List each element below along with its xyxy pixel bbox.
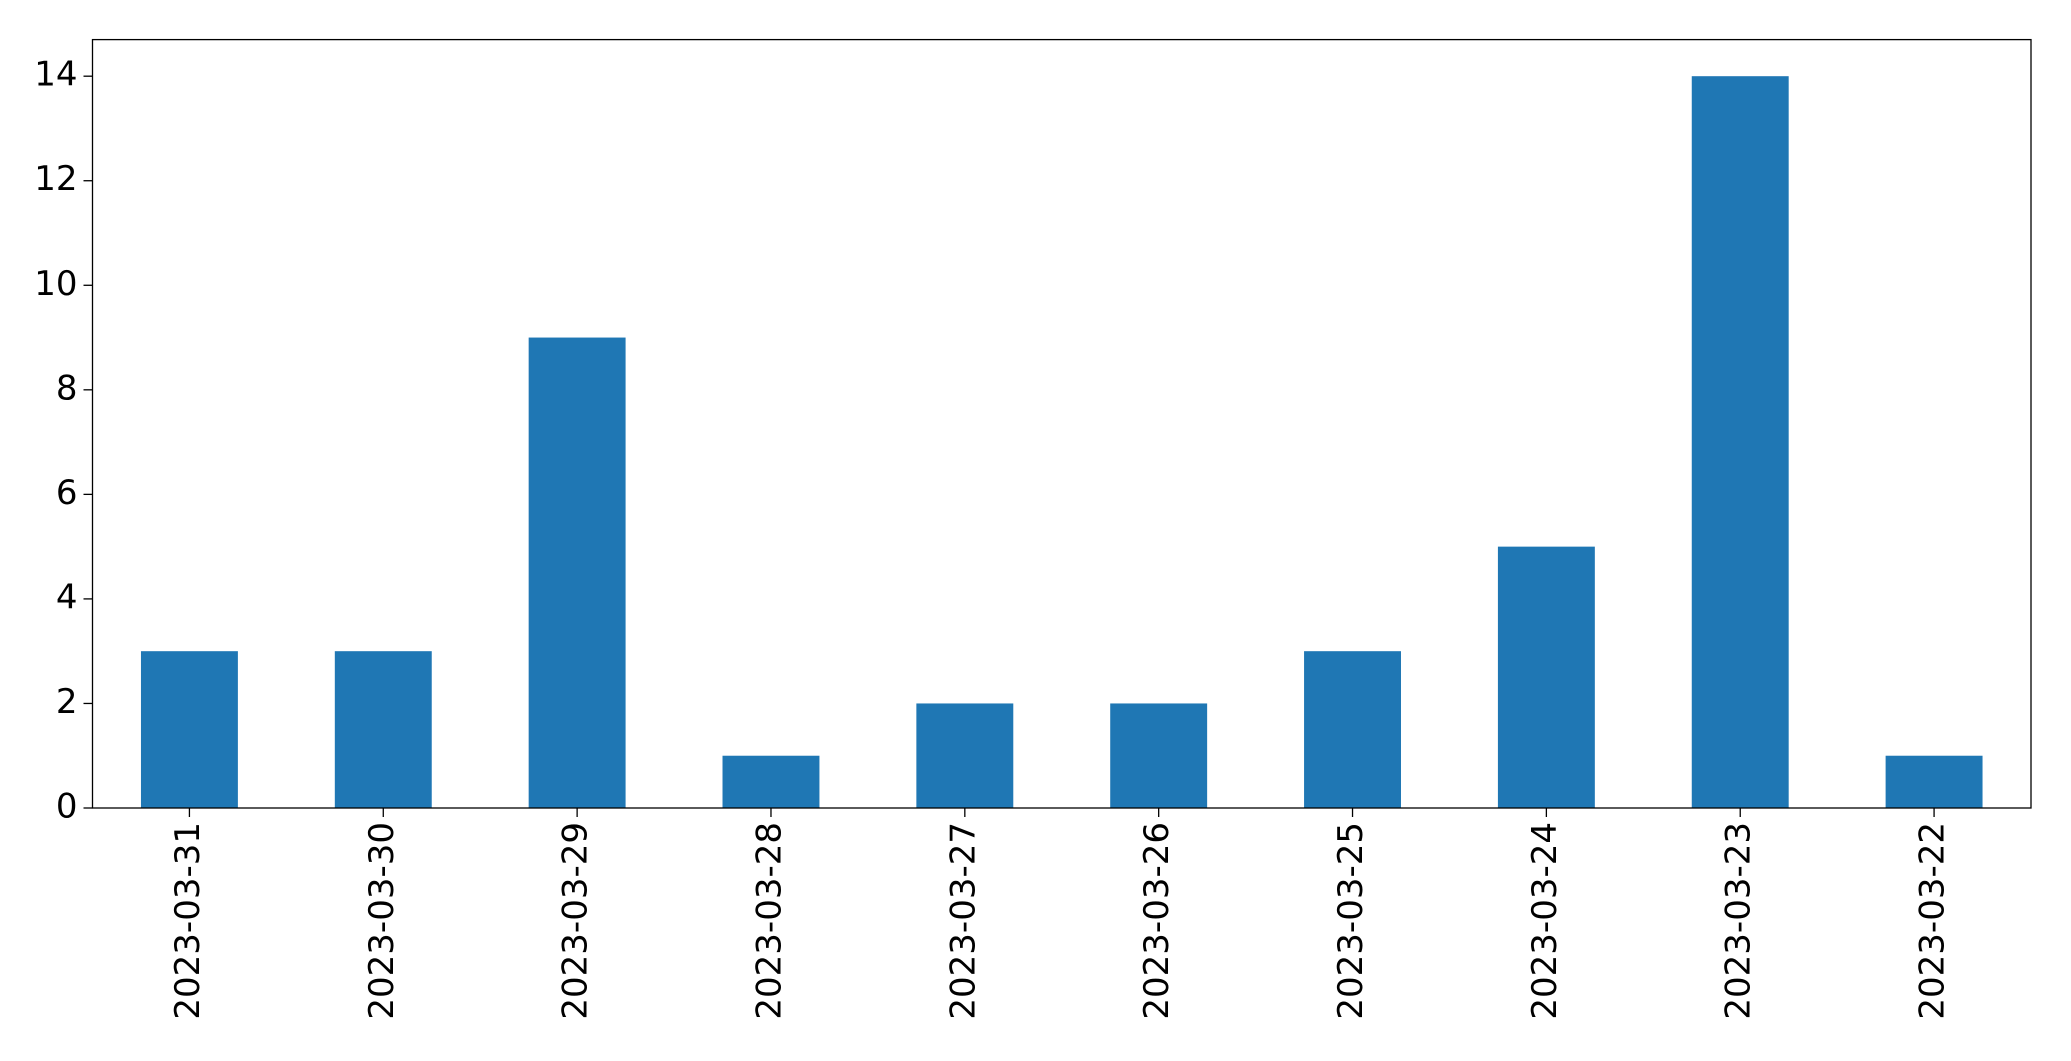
x-tick-label: 2023-03-31 <box>168 822 208 1020</box>
x-tick-label: 2023-03-28 <box>749 822 789 1020</box>
x-tick-label: 2023-03-24 <box>1525 822 1565 1020</box>
bar <box>334 651 432 808</box>
x-tick-label: 2023-03-30 <box>362 822 402 1020</box>
y-tick-label: 8 <box>56 368 78 408</box>
y-tick-label: 4 <box>56 577 78 617</box>
bar <box>1304 651 1401 808</box>
bar <box>1691 76 1789 808</box>
x-tick-label: 2023-03-27 <box>943 822 983 1020</box>
y-tick-label: 10 <box>34 264 77 304</box>
x-tick-label: 2023-03-25 <box>1331 822 1371 1020</box>
bar <box>722 755 820 808</box>
plot-frame <box>91 38 2032 809</box>
x-tick-label: 2023-03-22 <box>1913 822 1953 1020</box>
x-tick-label: 2023-03-29 <box>556 822 596 1020</box>
bar <box>1110 703 1208 808</box>
y-tick-label: 2 <box>56 682 78 722</box>
bar <box>1885 755 1983 808</box>
x-tick-label: 2023-03-26 <box>1137 822 1177 1020</box>
y-tick-label: 0 <box>56 787 78 827</box>
y-tick-label: 6 <box>56 473 78 513</box>
y-tick-label: 12 <box>34 159 77 199</box>
bar <box>1497 546 1595 808</box>
bar <box>140 651 238 808</box>
y-tick-label: 14 <box>34 55 77 95</box>
bar <box>916 703 1014 808</box>
x-tick-label: 2023-03-23 <box>1719 822 1759 1020</box>
bar <box>528 337 626 808</box>
